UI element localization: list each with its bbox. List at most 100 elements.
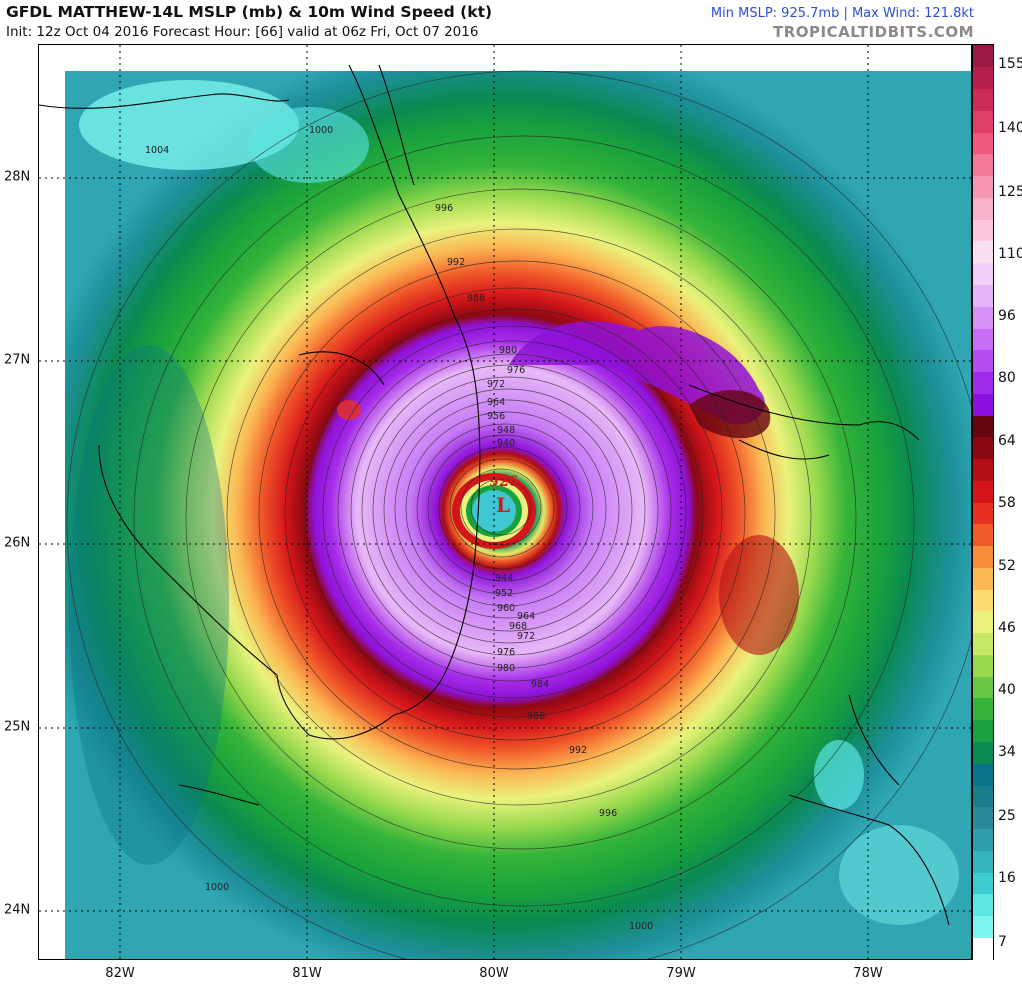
isobar-label: 988 — [527, 711, 545, 722]
colorbar-swatch — [973, 153, 993, 177]
colorbar-swatch — [973, 632, 993, 655]
latitude-label: 28N — [4, 169, 31, 185]
colorbar-swatch — [973, 88, 993, 111]
colorbar-swatch — [973, 66, 993, 90]
colorbar-swatch — [973, 610, 993, 634]
colorbar-swatch — [973, 349, 993, 373]
colorbar-label: 40 — [998, 682, 1016, 698]
isobar-label: 996 — [435, 203, 453, 214]
colorbar-swatch — [973, 327, 993, 351]
colorbar-swatch — [973, 850, 993, 873]
colorbar-swatch — [973, 458, 993, 481]
isobar-label: 1000 — [629, 921, 653, 932]
low-pressure-symbol: L — [496, 493, 510, 517]
colorbar-swatch — [973, 414, 993, 438]
colorbar-swatch — [973, 784, 993, 808]
colorbar-swatch — [973, 545, 993, 568]
colorbar-swatch — [973, 589, 993, 612]
isobar-label: 1000 — [205, 882, 229, 893]
isobar-label: 956 — [487, 411, 505, 422]
colorbar-swatch — [973, 240, 993, 264]
colorbar-label: 58 — [998, 495, 1016, 511]
site-brand: TROPICALTIDBITS.COM — [773, 23, 974, 41]
colorbar-swatch — [973, 371, 993, 394]
isobar-label: 940 — [497, 438, 515, 449]
colorbar-label: 140 — [998, 120, 1022, 136]
latitude-label: 24N — [4, 902, 31, 918]
colorbar-swatch — [973, 393, 993, 416]
isobar-label: 992 — [447, 257, 465, 268]
isobar-label: 1000 — [309, 125, 333, 136]
colorbar-swatch — [973, 502, 993, 525]
colorbar-swatch — [973, 436, 993, 460]
graticule — [39, 45, 971, 959]
colorbar-swatch — [973, 306, 993, 329]
colorbar-swatch — [973, 262, 993, 285]
colorbar-swatch — [973, 284, 993, 307]
longitude-label: 79W — [666, 966, 696, 981]
colorbar-label: 34 — [998, 744, 1016, 760]
forecast-map: 1000 1004 996 992 988 980 976 972 964 95… — [38, 44, 972, 960]
colorbar-label: 64 — [998, 433, 1016, 449]
wind-speed-field: 1000 1004 996 992 988 980 976 972 964 95… — [39, 45, 971, 959]
colorbar-swatch — [973, 197, 993, 220]
isobar-labels: 1000 1004 996 992 988 980 976 972 964 95… — [145, 125, 653, 932]
colorbar-swatch — [973, 828, 993, 851]
longitude-label: 81W — [292, 966, 322, 981]
colorbar-label: 96 — [998, 308, 1016, 324]
colorbar-swatch — [973, 110, 993, 133]
map-title: GFDL MATTHEW-14L MSLP (mb) & 10m Wind Sp… — [6, 3, 493, 21]
isobar-label: 960 — [497, 603, 515, 614]
colorbar-label: 125 — [998, 184, 1022, 200]
isobars — [66, 70, 971, 959]
isobar-label: 944 — [495, 573, 513, 584]
colorbar-swatch — [973, 741, 993, 764]
colorbar-swatch — [973, 45, 993, 68]
colorbar-label: 25 — [998, 808, 1016, 824]
isobar-label: 968 — [509, 621, 527, 632]
colorbar-label: 46 — [998, 620, 1016, 636]
isobar-label: 988 — [467, 293, 485, 304]
longitude-label: 82W — [105, 966, 135, 981]
wind-speed-colorbar — [972, 44, 994, 960]
isobar-label: 948 — [497, 425, 515, 436]
isobar-label: 984 — [531, 679, 549, 690]
colorbar-swatch — [973, 915, 993, 938]
colorbar-swatch — [973, 219, 993, 242]
colorbar-swatch — [973, 676, 993, 699]
colorbar-swatch — [973, 937, 993, 960]
isobar-label: 992 — [569, 745, 587, 756]
colorbar-label: 7 — [998, 934, 1007, 950]
colorbar-swatch — [973, 132, 993, 155]
colorbar-label: 80 — [998, 370, 1016, 386]
isobar-label: 996 — [599, 808, 617, 819]
colorbar-swatch — [973, 763, 993, 786]
longitude-label: 80W — [479, 966, 509, 981]
latitude-label: 25N — [4, 719, 31, 735]
colorbar-swatch — [973, 480, 993, 503]
storm-stats: Min MSLP: 925.7mb | Max Wind: 121.8kt — [710, 6, 974, 21]
isobar-label: 976 — [497, 647, 515, 658]
low-pressure-value: 926 — [489, 474, 518, 490]
colorbar-swatch — [973, 697, 993, 721]
isobar-label: 980 — [497, 663, 515, 674]
colorbar-swatch — [973, 567, 993, 590]
colorbar-swatch — [973, 175, 993, 198]
coastlines — [39, 64, 950, 926]
colorbar-swatch — [973, 719, 993, 742]
colorbar-label: 155 — [998, 56, 1022, 72]
map-subtitle: Init: 12z Oct 04 2016 Forecast Hour: [66… — [6, 24, 479, 40]
latitude-label: 26N — [4, 535, 31, 551]
isobar-label: 964 — [517, 611, 535, 622]
colorbar-swatch — [973, 654, 993, 677]
colorbar-swatch — [973, 871, 993, 895]
latitude-label: 27N — [4, 352, 31, 368]
isobar-label: 976 — [507, 365, 525, 376]
isobar-label: 972 — [517, 631, 535, 642]
isobar-label: 1004 — [145, 145, 169, 156]
isobar-label: 980 — [499, 345, 517, 356]
colorbar-swatch — [973, 806, 993, 830]
colorbar-label: 110 — [998, 246, 1022, 262]
isobar-label: 972 — [487, 379, 505, 390]
longitude-label: 78W — [853, 966, 883, 981]
